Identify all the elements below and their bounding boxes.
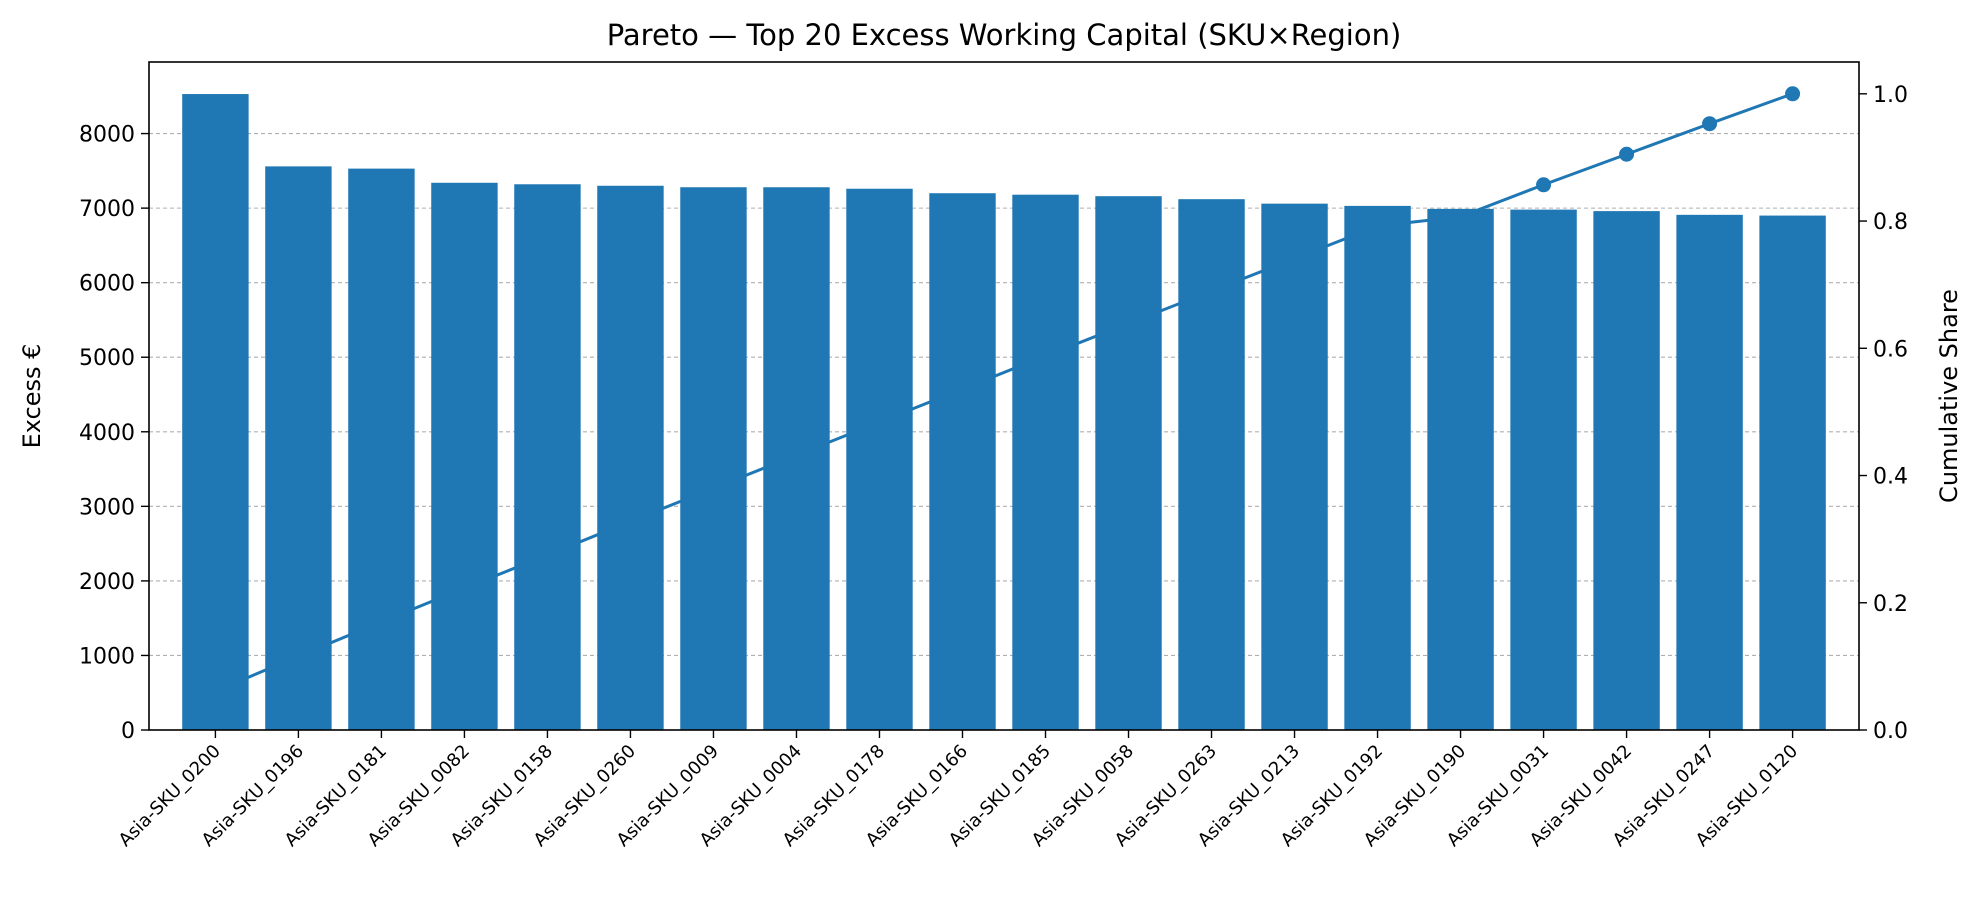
cumulative-point <box>1536 177 1552 193</box>
cumulative-point <box>954 381 970 397</box>
cumulative-point <box>788 447 804 463</box>
y2-tick-label: 0.2 <box>1873 592 1908 617</box>
cumulative-point <box>1287 251 1303 267</box>
bar <box>846 188 913 730</box>
cumulative-point <box>1453 209 1469 225</box>
cumulative-point <box>207 683 223 699</box>
cumulative-point <box>622 513 638 529</box>
bar <box>348 168 415 731</box>
cumulative-point <box>290 648 306 664</box>
plot-frame <box>148 61 1860 731</box>
bar <box>265 166 332 730</box>
cumulative-point <box>456 580 472 596</box>
cumulative-point <box>1370 218 1386 234</box>
bar <box>431 182 498 730</box>
y2-tick-label: 0.8 <box>1873 210 1908 235</box>
bar <box>1676 214 1743 730</box>
y-axis-right: 0.0 0.2 0.4 0.6 0.8 1.0 <box>1859 83 1908 744</box>
bar <box>1427 208 1494 730</box>
y-tick-label: 0 <box>121 719 135 744</box>
chart-title: Pareto — Top 20 Excess Working Capital (… <box>607 18 1402 52</box>
bar <box>680 187 747 730</box>
y-tick-label: 2000 <box>79 570 135 595</box>
y-axis-left: 0 1000 2000 3000 4000 5000 6000 7000 8000 <box>79 123 149 744</box>
bar <box>1593 211 1660 730</box>
cumulative-point <box>871 414 887 430</box>
y2-tick-label: 0.0 <box>1873 719 1908 744</box>
y-tick-label: 5000 <box>79 346 135 371</box>
y-tick-label: 4000 <box>79 421 135 446</box>
cumulative-line <box>214 92 1794 693</box>
x-axis: Asia-SKU_0200Asia-SKU_0196Asia-SKU_0181A… <box>115 730 1802 851</box>
bar <box>1095 196 1162 731</box>
y2-axis-title: Cumulative Share <box>1935 289 1963 503</box>
y-tick-label: 8000 <box>79 123 135 148</box>
cumulative-point <box>1619 146 1635 162</box>
bar <box>1178 199 1245 730</box>
cumulative-line-series <box>207 86 1801 699</box>
cumulative-point <box>539 547 555 563</box>
y-tick-label: 6000 <box>79 272 135 297</box>
bar <box>1759 215 1826 731</box>
bar <box>1510 209 1577 730</box>
bar <box>1261 203 1328 730</box>
cumulative-point <box>1204 283 1220 299</box>
bar-series <box>182 94 1826 731</box>
y2-tick-label: 1.0 <box>1873 83 1908 108</box>
cumulative-point <box>1038 348 1054 364</box>
bar <box>514 184 581 731</box>
y2-tick-label: 0.4 <box>1873 465 1908 490</box>
bar <box>182 94 249 730</box>
cumulative-point <box>705 480 721 496</box>
bar <box>597 185 664 731</box>
bar <box>1012 194 1079 731</box>
y-tick-label: 1000 <box>79 644 135 669</box>
bar <box>929 193 996 730</box>
bar <box>1344 205 1411 730</box>
cumulative-point <box>1702 116 1718 132</box>
y-axis-title: Excess € <box>18 344 46 449</box>
cumulative-point <box>1121 315 1137 331</box>
y-tick-label: 7000 <box>79 197 135 222</box>
cumulative-point <box>1785 86 1801 102</box>
cumulative-point <box>373 614 389 630</box>
y2-tick-label: 0.6 <box>1873 337 1908 362</box>
y-tick-label: 3000 <box>79 495 135 520</box>
